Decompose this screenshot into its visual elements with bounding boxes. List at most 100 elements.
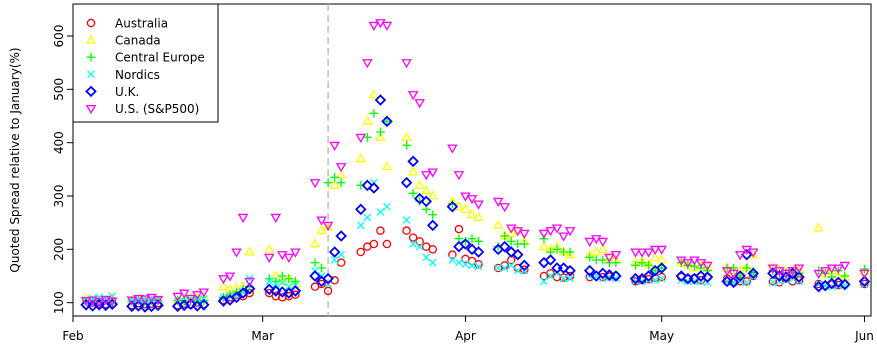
data-point: [269, 285, 282, 297]
data-point: [184, 298, 197, 311]
data-point: [139, 295, 151, 305]
data-point: [383, 202, 391, 211]
data-point: [512, 227, 524, 237]
data-point: [512, 248, 524, 261]
data-point: [520, 239, 529, 249]
data-point: [355, 133, 367, 143]
data-point: [564, 227, 576, 237]
data-point: [322, 272, 334, 285]
data-point: [741, 245, 752, 255]
data-point: [80, 297, 92, 307]
legend-label: Central Europe: [115, 51, 205, 65]
data-point: [355, 203, 367, 216]
data-point: [604, 253, 615, 263]
data-point: [742, 263, 752, 273]
data-point: [637, 258, 647, 267]
data-point: [381, 161, 393, 171]
data-point: [198, 288, 210, 298]
data-point: [559, 274, 568, 283]
data-point: [636, 248, 648, 258]
data-point: [376, 226, 385, 235]
data-point: [597, 243, 609, 253]
data-point: [655, 262, 668, 274]
legend-label: U.S. (S&P500): [115, 102, 199, 116]
data-point: [376, 208, 385, 216]
data-point: [558, 232, 569, 242]
data-point: [747, 248, 759, 258]
data-point: [361, 179, 374, 192]
data-point: [505, 224, 517, 234]
legend-marker: [86, 18, 96, 28]
legend-marker: [85, 34, 97, 44]
data-point: [408, 189, 418, 198]
data-point: [355, 153, 367, 163]
data-point: [498, 240, 511, 253]
data-point: [414, 179, 425, 189]
series-4: [80, 94, 871, 313]
data-point: [335, 230, 347, 242]
data-point: [230, 291, 243, 304]
data-point: [460, 203, 471, 213]
data-point: [265, 277, 274, 286]
data-point: [172, 292, 183, 302]
data-point: [336, 178, 346, 187]
legend-label: Nordics: [115, 68, 160, 82]
data-point: [506, 237, 516, 246]
data-point: [263, 243, 275, 253]
data-point: [643, 248, 654, 258]
data-point: [407, 155, 419, 168]
data-point: [774, 267, 785, 277]
data-point: [323, 178, 333, 187]
data-point: [401, 59, 412, 69]
y-tick-label: 600: [52, 25, 66, 48]
data-point: [689, 256, 700, 266]
legend-box: [72, 3, 219, 123]
data-point: [649, 245, 661, 255]
data-point: [420, 185, 432, 195]
data-point: [199, 295, 208, 303]
data-point: [382, 117, 392, 126]
data-point: [676, 256, 687, 266]
data-point: [408, 233, 418, 242]
legend-label: Canada: [115, 34, 161, 48]
data-point: [742, 278, 751, 287]
data-point: [277, 271, 287, 281]
data-point: [402, 216, 411, 224]
series-5: [80, 19, 870, 308]
legend-marker: [85, 85, 97, 98]
data-point: [564, 264, 576, 277]
data-point: [610, 251, 622, 261]
data-point: [310, 258, 320, 267]
data-point: [369, 239, 379, 249]
data-point: [362, 59, 373, 69]
data-point: [428, 210, 438, 219]
data-point: [591, 246, 602, 256]
data-point: [231, 248, 242, 258]
data-point: [538, 241, 550, 251]
data-point: [544, 254, 557, 266]
data-point: [474, 260, 483, 269]
data-point: [767, 264, 779, 274]
data-point: [782, 276, 790, 285]
data-point: [381, 21, 393, 31]
data-point: [420, 171, 432, 181]
data-point: [309, 270, 321, 282]
x-tick-label: Apr: [455, 329, 476, 343]
x-tick-label: Feb: [62, 329, 83, 343]
data-point: [859, 269, 870, 279]
y-tick-label: 100: [52, 291, 66, 314]
data-point: [278, 278, 287, 287]
data-point: [428, 258, 437, 267]
data-point: [500, 231, 510, 241]
data-point: [597, 237, 609, 247]
legend-label: U.K.: [115, 85, 139, 99]
legend-marker: [87, 70, 95, 79]
legend-label: Australia: [115, 17, 168, 31]
data-point: [363, 133, 372, 142]
data-point: [401, 131, 412, 141]
data-point: [317, 263, 326, 273]
data-point: [813, 222, 824, 232]
data-point: [414, 99, 425, 109]
data-point: [146, 293, 157, 303]
data-point: [291, 281, 300, 289]
